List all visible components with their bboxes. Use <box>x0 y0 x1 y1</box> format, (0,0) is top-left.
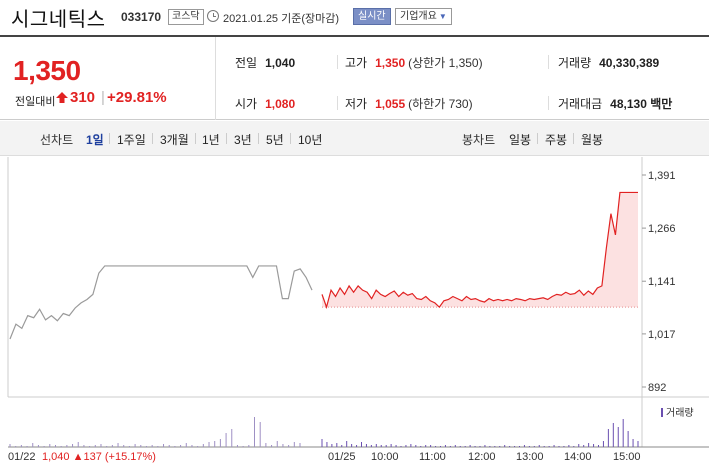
divider <box>548 96 549 110</box>
company-overview-label: 기업개요 <box>400 11 437 22</box>
series-line-01-25 <box>321 191 638 310</box>
y-tick-label: 1,391 <box>648 170 676 182</box>
x-tick-label: 14:00 <box>564 451 592 463</box>
high-cell: 고가 1,350 (상한가 1,350) <box>345 54 483 71</box>
x-tick-label: 01/25 <box>328 451 356 463</box>
tab-daily-candle[interactable]: 일봉 <box>509 133 532 147</box>
x-tick-label: 01/22 <box>8 451 36 463</box>
tab-weekly-candle[interactable]: 주봉 <box>545 133 568 147</box>
low-cell: 저가 1,055 (하한가 730) <box>345 95 473 112</box>
series-line-01-22 <box>9 265 313 340</box>
current-price-box: 1,350 전일대비 310 | +29.81% <box>0 37 216 120</box>
tab-3year[interactable]: 3년 <box>234 133 252 147</box>
volume-legend-label: 거래량 <box>666 408 694 419</box>
series-area-01-25 <box>322 192 638 308</box>
line-chart-label: 선차트 <box>40 133 74 147</box>
candle-chart-label: 봉차트 <box>462 133 496 147</box>
change-percent: +29.81% <box>107 89 167 106</box>
open-cell: 시가 1,080 <box>235 95 295 112</box>
stock-code: 033170 <box>121 10 162 24</box>
divider <box>152 133 153 144</box>
volume-cell: 거래량 40,330,389 <box>558 54 659 71</box>
tab-1week[interactable]: 1주일 <box>117 133 146 147</box>
price-chart: 1,391 1,266 1,141 1,017 892 01/22 01/25 10:00 1… <box>0 157 709 474</box>
divider <box>573 133 574 144</box>
clock-icon <box>207 10 219 22</box>
open-value: 1,080 <box>265 97 296 111</box>
divider <box>109 133 110 144</box>
change-label: 전일대비 <box>15 96 56 108</box>
company-overview-button[interactable]: 기업개요 ▼ <box>395 8 452 25</box>
up-arrow-icon <box>56 92 68 103</box>
divider <box>537 133 538 144</box>
tab-10year[interactable]: 10년 <box>298 133 323 147</box>
prev-close-label: 전일 <box>235 56 258 70</box>
lower-limit: (하한가 730) <box>408 97 473 111</box>
change-value: 310 <box>70 89 96 106</box>
high-value: 1,350 <box>375 56 406 70</box>
divider <box>226 133 227 144</box>
volume-label: 거래량 <box>558 56 592 70</box>
amount-cell: 거래대금 48,130 백만 <box>558 95 672 112</box>
intraday-chart-svg: 1,391 1,266 1,141 1,017 892 01/22 01/25 10:00 1… <box>7 157 709 467</box>
tab-5year[interactable]: 5년 <box>266 133 284 147</box>
divider <box>337 96 338 110</box>
tab-3month[interactable]: 3개월 <box>160 133 189 147</box>
volume-legend-swatch <box>661 408 663 417</box>
high-label: 고가 <box>345 56 368 70</box>
tab-1day[interactable]: 1일 <box>86 133 104 147</box>
x-tick-label: 15:00 <box>613 451 641 463</box>
period-tabs: 선차트 1일 1주일 3개월 1년 3년 5년 10년 봉차트 일봉 주봉 월봉 <box>0 121 709 156</box>
market-badge: 코스닥 <box>168 9 204 25</box>
quote-panel: 1,350 전일대비 310 | +29.81% 전일 1,040 고가 1,350… <box>0 35 709 120</box>
divider <box>337 55 338 69</box>
tab-1year[interactable]: 1년 <box>202 133 220 147</box>
x-tick-label: 13:00 <box>516 451 544 463</box>
divider <box>548 55 549 69</box>
prev-close-value: 1,040 <box>265 56 296 70</box>
amount-value: 48,130 백만 <box>610 97 673 111</box>
x-tick-label: 11:00 <box>419 451 446 463</box>
x-tick-label: 10:00 <box>371 451 399 463</box>
divider <box>290 133 291 144</box>
y-tick-label: 1,266 <box>648 223 676 235</box>
current-price: 1,350 <box>13 55 81 86</box>
volume-legend: 거래량 <box>661 404 694 419</box>
y-tick-label: 1,017 <box>648 329 676 341</box>
chevron-down-icon: ▼ <box>438 12 447 21</box>
open-label: 시가 <box>235 97 258 111</box>
volume-value: 40,330,389 <box>599 56 660 70</box>
y-tick-label: 892 <box>648 382 666 394</box>
prev-close-cell: 전일 1,040 <box>235 54 295 71</box>
stock-name: 시그네틱스 <box>11 9 106 31</box>
y-tick-label: 1,141 <box>648 276 676 288</box>
low-value: 1,055 <box>375 97 406 111</box>
stock-header: 시그네틱스 033170 코스닥 2021.01.25 기준(장마감) 실시간 … <box>0 0 709 34</box>
change-separator: | <box>101 89 105 106</box>
tab-monthly-candle[interactable]: 월봉 <box>581 133 604 147</box>
realtime-button[interactable]: 실시간 <box>353 8 391 25</box>
low-label: 저가 <box>345 97 368 111</box>
upper-limit: (상한가 1,350) <box>408 56 483 70</box>
divider <box>195 133 196 144</box>
amount-label: 거래대금 <box>558 97 603 111</box>
prev-day-summary: 1,040 ▲137 (+15.17%) <box>42 451 156 463</box>
date-text: 2021.01.25 기준(장마감) <box>223 13 340 25</box>
divider <box>258 133 259 144</box>
x-tick-label: 12:00 <box>468 451 496 463</box>
